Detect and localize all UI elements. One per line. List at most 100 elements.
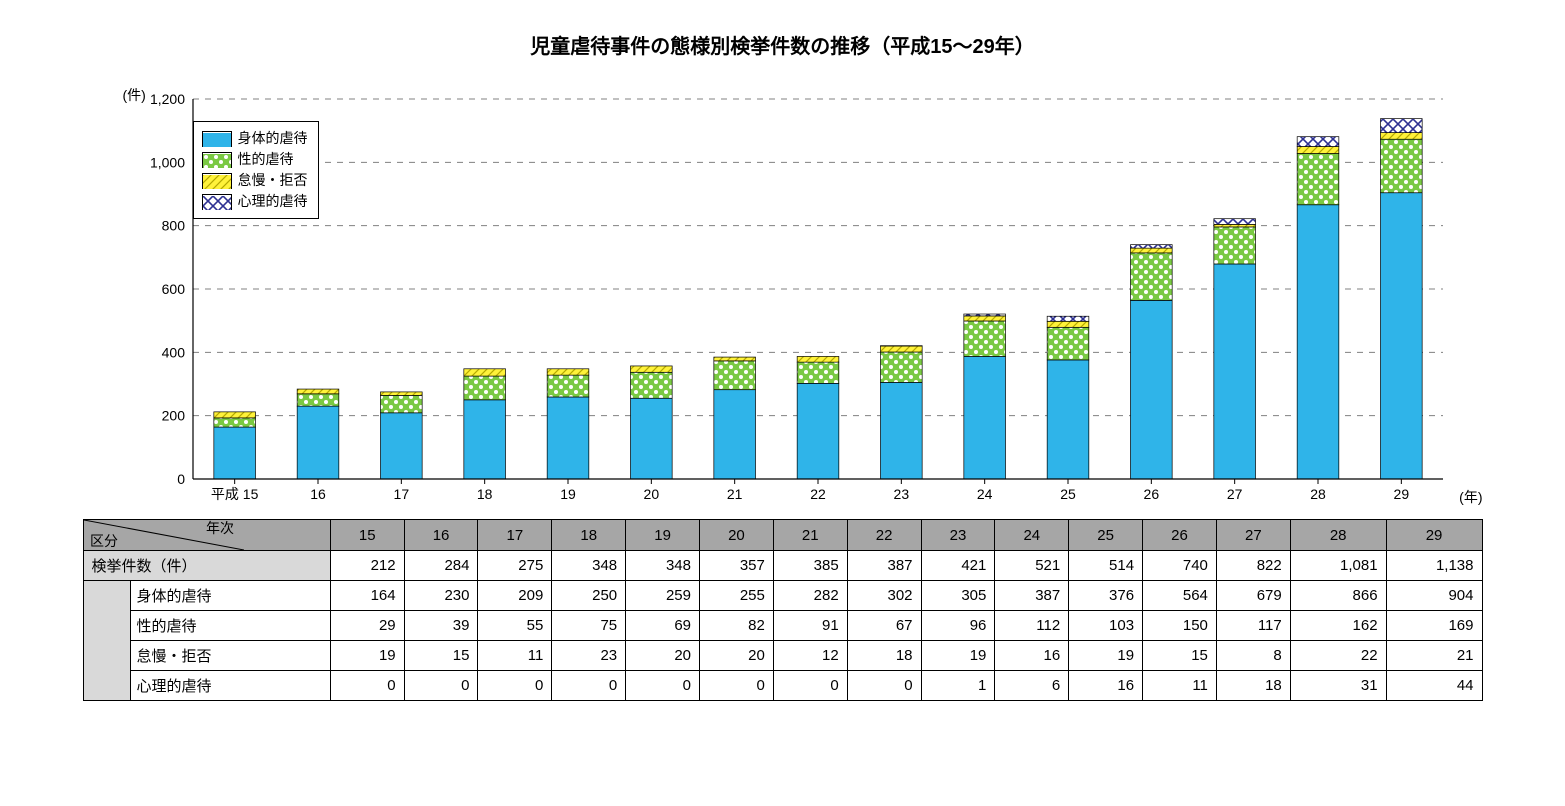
stacked-bar-chart: 02004006008001,0001,200平成 15161718192021… xyxy=(143,89,1483,509)
table-cell: 0 xyxy=(330,671,404,701)
table-row-label: 身体的虐待 xyxy=(130,581,330,611)
svg-text:18: 18 xyxy=(476,486,492,502)
table-year-header: 29 xyxy=(1386,520,1482,551)
table-year-header: 27 xyxy=(1216,520,1290,551)
table-cell: 387 xyxy=(847,551,921,581)
table-cell: 275 xyxy=(478,551,552,581)
bar-segment xyxy=(1130,253,1172,301)
bar-segment xyxy=(630,398,672,479)
table-cell: 169 xyxy=(1386,611,1482,641)
table-cell: 740 xyxy=(1143,551,1217,581)
table-cell: 0 xyxy=(847,671,921,701)
table-cell: 514 xyxy=(1069,551,1143,581)
svg-text:23: 23 xyxy=(893,486,909,502)
table-cell: 255 xyxy=(700,581,774,611)
table-cell: 21 xyxy=(1386,641,1482,671)
bar-segment xyxy=(1213,227,1255,264)
table-year-header: 25 xyxy=(1069,520,1143,551)
bar-segment xyxy=(713,390,755,479)
table-row-label: 怠慢・拒否 xyxy=(130,641,330,671)
bar-segment xyxy=(1380,119,1422,133)
bar-segment xyxy=(1297,137,1339,147)
table-cell: 16 xyxy=(1069,671,1143,701)
table-cell: 112 xyxy=(995,611,1069,641)
svg-text:200: 200 xyxy=(161,408,185,424)
table-cell: 164 xyxy=(330,581,404,611)
bar-segment xyxy=(797,383,839,479)
y-axis-unit: (件) xyxy=(123,85,146,105)
bar-segment xyxy=(1047,321,1089,327)
table-corner-cell: 年次区分 xyxy=(83,520,330,551)
bar-segment xyxy=(297,394,339,406)
table-cell: 284 xyxy=(404,551,478,581)
svg-text:24: 24 xyxy=(976,486,992,502)
bar-segment xyxy=(797,362,839,383)
table-cell: 0 xyxy=(478,671,552,701)
table-cell: 250 xyxy=(552,581,626,611)
table-cell: 1,138 xyxy=(1386,551,1482,581)
table-cell: 0 xyxy=(552,671,626,701)
svg-text:20: 20 xyxy=(643,486,659,502)
table-year-header: 21 xyxy=(773,520,847,551)
bar-segment xyxy=(1297,153,1339,204)
bar-segment xyxy=(880,346,922,352)
table-cell: 16 xyxy=(995,641,1069,671)
bar-segment xyxy=(1130,248,1172,253)
table-cell: 387 xyxy=(995,581,1069,611)
table-cell: 69 xyxy=(626,611,700,641)
bar-segment xyxy=(713,361,755,390)
svg-text:22: 22 xyxy=(810,486,826,502)
legend-label: 心理的虐待 xyxy=(238,191,308,212)
table-row-label: 心理的虐待 xyxy=(130,671,330,701)
table-cell: 302 xyxy=(847,581,921,611)
bar-segment xyxy=(880,382,922,479)
bar-segment xyxy=(880,352,922,382)
table-cell: 82 xyxy=(700,611,774,641)
svg-text:1,000: 1,000 xyxy=(149,154,184,170)
table-cell: 117 xyxy=(1216,611,1290,641)
table-cell: 230 xyxy=(404,581,478,611)
bar-segment xyxy=(1213,219,1255,225)
table-cell: 348 xyxy=(626,551,700,581)
table-cell: 385 xyxy=(773,551,847,581)
svg-text:400: 400 xyxy=(161,344,185,360)
bar-segment xyxy=(1047,327,1089,360)
table-cell: 103 xyxy=(1069,611,1143,641)
table-cell: 22 xyxy=(1290,641,1386,671)
table-cell: 421 xyxy=(921,551,995,581)
bar-segment xyxy=(380,395,422,412)
legend-label: 身体的虐待 xyxy=(238,128,308,149)
table-cell: 0 xyxy=(626,671,700,701)
legend-swatch xyxy=(202,194,232,210)
bar-segment xyxy=(547,369,589,375)
table-row-label: 性的虐待 xyxy=(130,611,330,641)
bar-segment xyxy=(1213,224,1255,227)
table-cell: 376 xyxy=(1069,581,1143,611)
table-cell: 357 xyxy=(700,551,774,581)
table-cell: 212 xyxy=(330,551,404,581)
table-cell: 44 xyxy=(1386,671,1482,701)
bar-segment xyxy=(380,392,422,395)
bar-segment xyxy=(213,412,255,418)
svg-text:区分: 区分 xyxy=(90,533,118,549)
table-year-header: 16 xyxy=(404,520,478,551)
bar-segment xyxy=(797,356,839,362)
table-cell: 305 xyxy=(921,581,995,611)
table-cell: 11 xyxy=(1143,671,1217,701)
table-cell: 15 xyxy=(404,641,478,671)
table-cell: 150 xyxy=(1143,611,1217,641)
bar-segment xyxy=(547,375,589,397)
bar-segment xyxy=(963,321,1005,356)
table-cell: 23 xyxy=(552,641,626,671)
table-cell: 12 xyxy=(773,641,847,671)
table-cell: 29 xyxy=(330,611,404,641)
table-row-label: 検挙件数（件） xyxy=(83,551,330,581)
bar-segment xyxy=(963,314,1005,316)
svg-text:600: 600 xyxy=(161,281,185,297)
svg-text:28: 28 xyxy=(1310,486,1326,502)
svg-text:年次: 年次 xyxy=(206,520,234,536)
bar-segment xyxy=(1297,205,1339,479)
table-year-header: 24 xyxy=(995,520,1069,551)
table-year-header: 23 xyxy=(921,520,995,551)
svg-text:17: 17 xyxy=(393,486,409,502)
